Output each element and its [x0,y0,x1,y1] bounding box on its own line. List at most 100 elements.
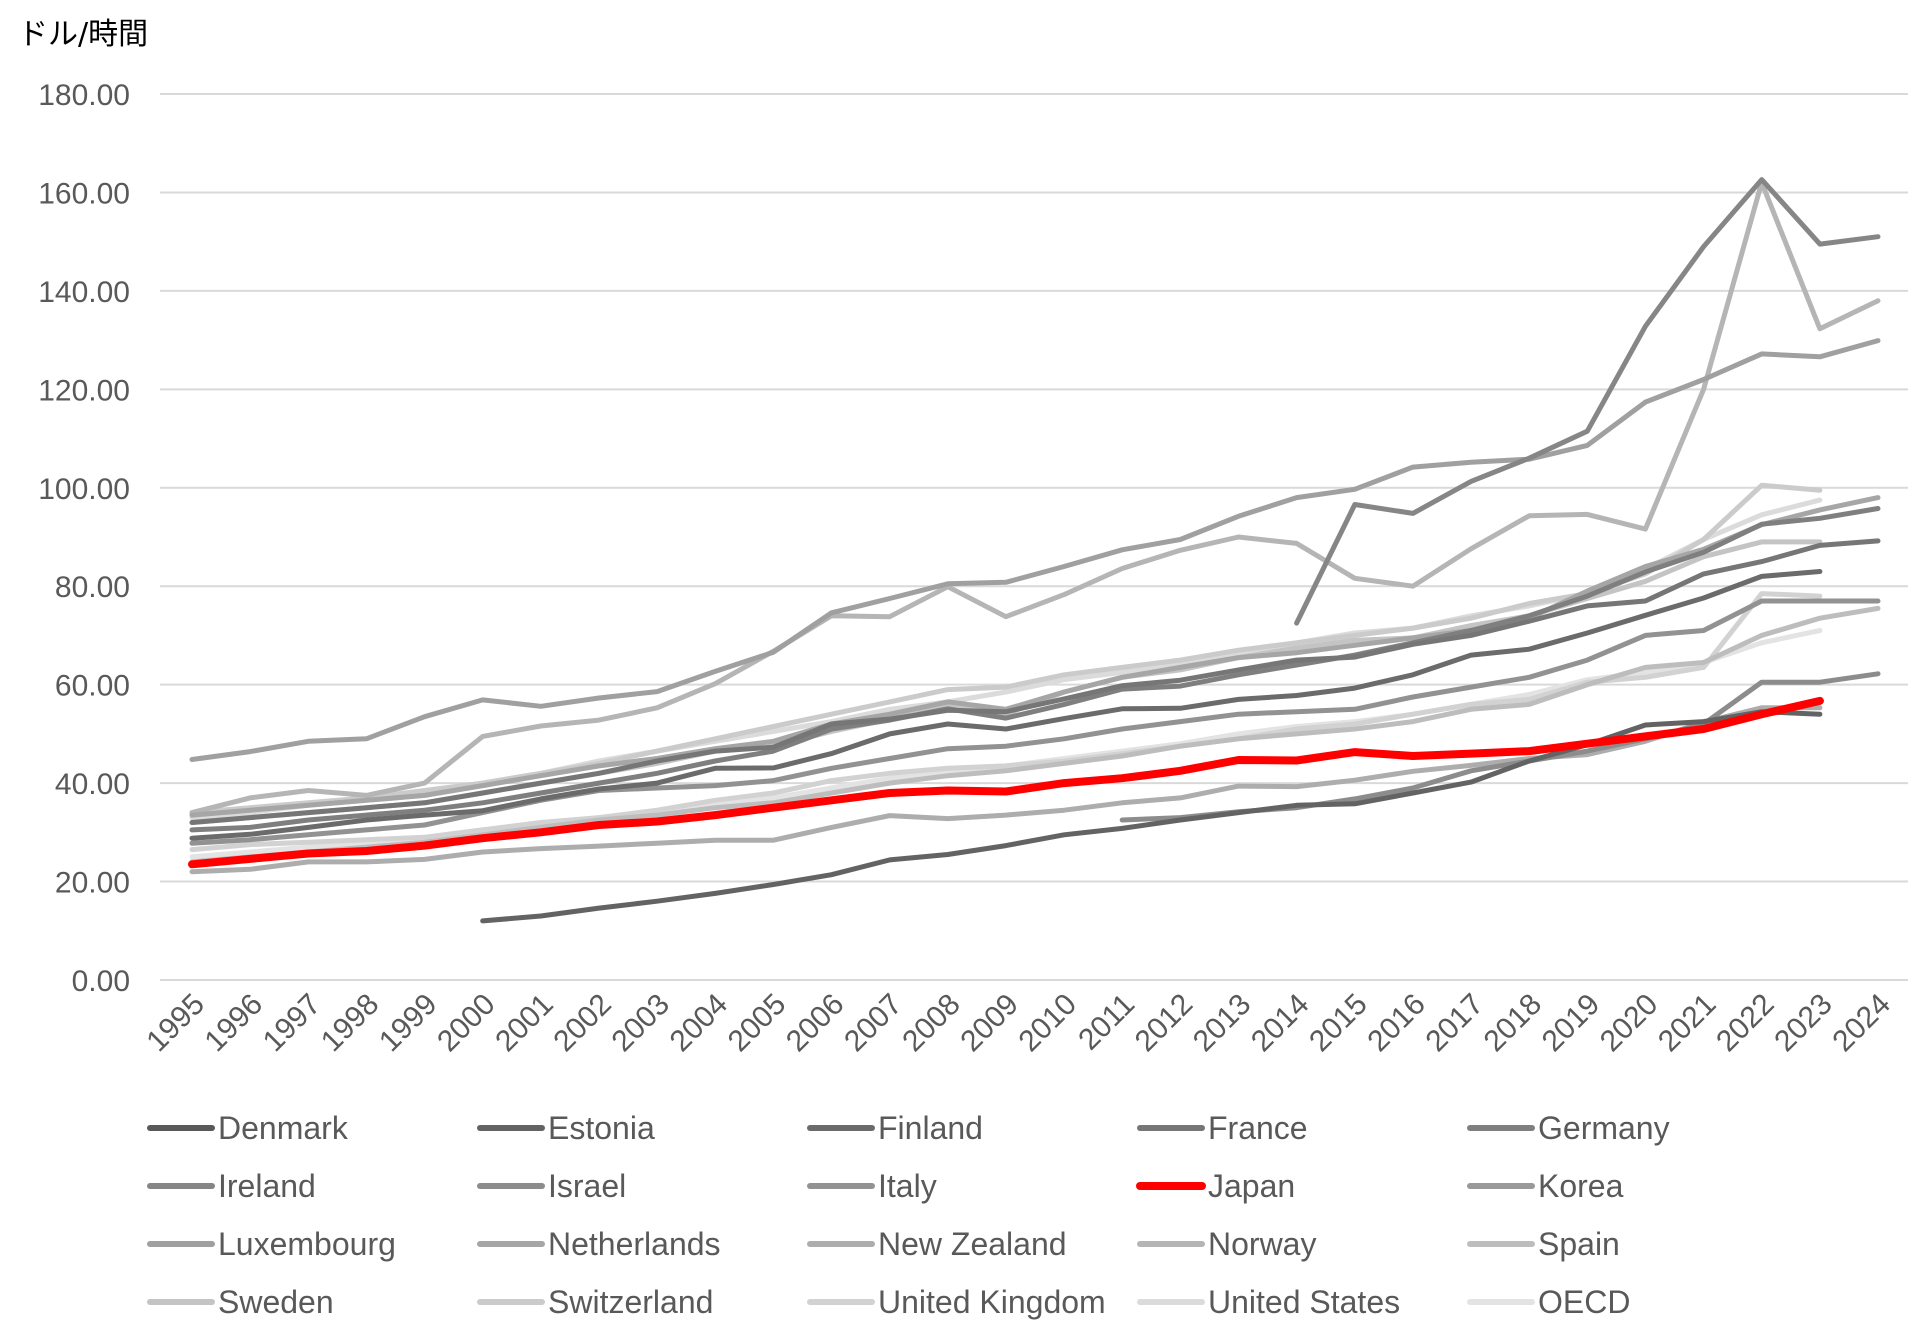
legend-item: New Zealand [807,1226,1067,1262]
y-tick-label: 180.00 [38,79,130,112]
series-line-united-kingdom [189,591,1823,853]
x-tick-label: 2015 [1303,988,1374,1059]
legend-item: Finland [807,1110,983,1146]
y-tick-label: 80.00 [55,571,130,604]
legend-item: Norway [1137,1226,1316,1262]
x-tick-label: 1998 [315,988,386,1059]
legend-label: Switzerland [548,1284,713,1320]
legend-label: Estonia [548,1110,655,1146]
x-tick-label: 2020 [1594,988,1665,1059]
legend-item: Korea [1467,1168,1624,1204]
legend-label: Israel [548,1168,626,1204]
legend-item: Ireland [147,1168,316,1204]
series-line-luxembourg [189,338,1881,762]
legend-item: Denmark [147,1110,349,1146]
series-lines [188,177,1881,924]
x-tick-label: 2017 [1419,988,1490,1059]
legend-item: Spain [1467,1226,1620,1262]
series-line-ireland [1294,177,1881,626]
x-tick-label: 2011 [1072,988,1141,1057]
series-line-germany [189,506,1881,833]
x-tick-label: 2021 [1652,988,1723,1059]
x-tick-label: 2010 [1012,988,1083,1059]
legend-item: Japan [1136,1168,1295,1204]
series-line-israel [1119,671,1881,823]
legend-label: Finland [878,1110,983,1146]
legend-item: Switzerland [477,1284,713,1320]
x-tick-label: 2002 [547,988,618,1059]
legend-item: OECD [1467,1284,1630,1320]
legend-item: United Kingdom [807,1284,1106,1320]
series-line-italy [189,598,1881,846]
legend-item: Italy [807,1168,937,1204]
legend-label: Denmark [218,1110,349,1146]
x-tick-label: 2004 [664,988,735,1059]
x-tick-label: 2018 [1478,988,1549,1059]
x-tick-label: 2001 [489,988,560,1059]
x-tick-label: 2000 [431,988,502,1059]
legend-label: Sweden [218,1284,334,1320]
series-line-france [189,538,1881,825]
legend-label: Ireland [218,1168,316,1204]
legend-label: OECD [1538,1284,1630,1320]
series-line-finland [189,569,1823,841]
legend-label: United Kingdom [878,1284,1106,1320]
x-tick-label: 1997 [257,988,328,1059]
legend-label: France [1208,1110,1308,1146]
x-tick-label: 2006 [780,988,851,1059]
y-tick-label: 140.00 [38,276,130,309]
legend-item: United States [1137,1284,1400,1320]
series-line-switzerland [189,482,1823,816]
x-tick-label: 1999 [373,988,444,1059]
x-tick-label: 2016 [1361,988,1432,1059]
y-tick-label: 160.00 [38,177,130,210]
x-tick-label: 2003 [606,988,677,1059]
legend-label: Korea [1538,1168,1624,1204]
y-tick-label: 0.00 [72,965,130,998]
series-line-norway [189,180,1881,816]
x-tick-label: 2007 [838,988,909,1059]
y-axis-ticks: 0.00 20.00 40.00 60.00 80.00 100.00 120.00 140.… [38,79,130,998]
legend-label: Germany [1538,1110,1670,1146]
x-tick-label: 1996 [199,988,270,1059]
x-tick-label: 1995 [140,988,211,1059]
x-axis-ticks: 1995199619971998199920002001200220032004… [140,988,1897,1059]
y-tick-label: 20.00 [55,867,130,900]
legend-item: Sweden [147,1284,334,1320]
legend-label: New Zealand [878,1226,1067,1262]
x-tick-label: 2008 [896,988,967,1059]
x-tick-label: 2012 [1129,988,1200,1059]
legend-label: Norway [1208,1226,1316,1262]
y-tick-label: 40.00 [55,768,130,801]
legend: Denmark Estonia Finland France Germany Irelan… [147,1110,1670,1320]
x-tick-label: 2019 [1536,988,1607,1059]
x-tick-label: 2014 [1245,988,1316,1059]
x-tick-label: 2009 [954,988,1025,1059]
x-tick-label: 2023 [1768,988,1839,1059]
legend-item: Luxembourg [147,1226,396,1262]
legend-item: Estonia [477,1110,655,1146]
x-tick-label: 2024 [1826,988,1897,1059]
x-tick-label: 2022 [1710,988,1781,1059]
gridlines [160,93,1908,981]
x-tick-label: 2005 [722,988,793,1059]
legend-label: Spain [1538,1226,1620,1262]
legend-item: Germany [1467,1110,1670,1146]
legend-item: France [1137,1110,1308,1146]
series-line-netherlands [189,495,1881,818]
legend-item: Israel [477,1168,626,1204]
series-line-japan [188,696,1824,869]
legend-label: Japan [1208,1168,1295,1204]
y-tick-label: 60.00 [55,670,130,703]
legend-label: Luxembourg [218,1226,396,1262]
y-tick-label: 100.00 [38,473,130,506]
legend-label: Netherlands [548,1226,721,1262]
y-axis-unit-label: ドル/時間 [18,17,148,52]
legend-label: United States [1208,1284,1400,1320]
y-tick-label: 120.00 [38,374,130,407]
legend-label: Italy [878,1168,937,1204]
x-tick-label: 2013 [1187,988,1258,1059]
legend-item: Netherlands [477,1226,721,1262]
